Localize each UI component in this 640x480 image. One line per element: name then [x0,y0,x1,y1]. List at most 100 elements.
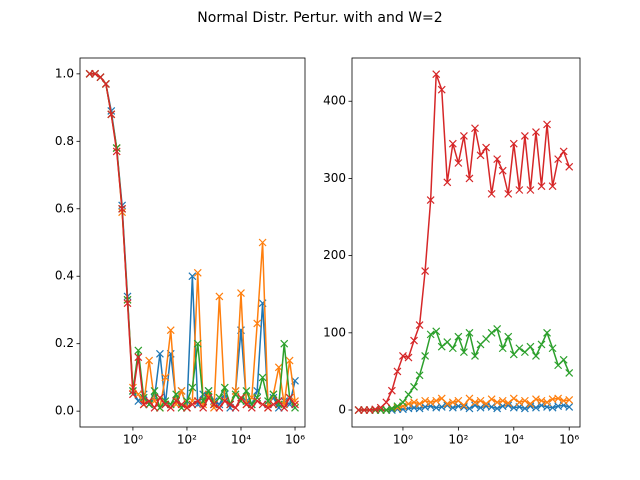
marker [482,143,491,152]
marker [177,386,186,395]
marker [432,327,441,336]
marker [264,397,272,405]
marker [448,398,457,407]
marker [526,399,535,408]
marker [454,332,463,341]
marker [532,403,540,412]
marker [258,238,267,247]
x-tick-label: 10⁰ [123,433,143,447]
marker [520,132,529,140]
marker [482,399,491,408]
marker [404,399,413,408]
marker [193,268,202,277]
marker [360,406,369,414]
marker [537,340,546,349]
marker [410,336,418,345]
marker [177,400,186,409]
marker [465,174,474,183]
marker [134,346,143,355]
marker [437,403,446,411]
marker [161,400,170,409]
marker [285,393,294,402]
marker [237,289,245,298]
axes-frame [351,57,581,428]
marker [548,344,557,353]
marker [258,400,267,409]
marker [459,132,468,140]
marker [399,398,407,407]
marker [487,403,496,411]
marker [393,402,402,411]
marker [426,330,435,339]
marker [393,367,402,376]
marker [145,356,154,365]
marker [459,403,468,411]
marker [548,182,557,191]
plot-area [354,70,574,414]
marker [172,390,181,399]
marker [188,400,197,409]
marker [504,189,513,198]
marker [565,396,574,404]
marker [543,120,551,129]
marker [101,80,110,88]
marker [247,403,256,412]
x-tick-label: 10⁰ [393,433,413,447]
marker [399,352,407,360]
marker [166,403,175,412]
y-tick-label: 1.0 [55,66,74,80]
marker [515,344,524,353]
y-tick-label: 0.4 [55,269,74,283]
marker [415,321,424,330]
marker [515,398,524,407]
marker [520,396,529,405]
marker [471,398,479,407]
y-tick-label: 400 [323,94,346,108]
marker [532,352,540,360]
axes-frame [79,57,306,428]
marker [537,182,546,191]
marker [258,373,267,382]
marker [156,393,164,402]
marker [91,69,100,78]
marker [565,162,574,171]
marker [471,124,479,133]
marker [161,397,170,405]
marker [291,403,299,412]
marker [231,390,240,399]
marker [471,401,479,410]
marker [432,396,441,405]
marker [172,397,181,405]
marker [421,267,430,275]
x-tick-label: 10² [448,433,468,447]
y-tick-label: 200 [323,248,346,262]
marker [532,395,540,404]
marker [269,400,278,409]
marker [426,398,435,407]
marker [134,353,143,362]
x-tick-label: 10⁴ [504,433,524,447]
marker [504,399,513,407]
marker [454,159,463,167]
marker [269,390,278,399]
marker [188,383,197,392]
marker [509,139,518,148]
marker [554,155,563,164]
marker [237,393,245,402]
marker [504,332,513,341]
marker [404,390,413,399]
y-tick-label: 0.2 [55,336,74,350]
marker [559,147,568,156]
marker [139,393,148,402]
marker [404,353,413,362]
marker [226,400,235,409]
figure-title: Normal Distr. Pertur. with and W=2 [197,10,442,26]
x-tick-label: 10⁴ [231,433,251,447]
x-tick-label: 10⁶ [559,433,579,447]
plot-area [85,69,299,412]
marker [193,397,202,405]
marker [459,401,468,410]
marker [150,403,159,412]
marker [448,344,457,353]
